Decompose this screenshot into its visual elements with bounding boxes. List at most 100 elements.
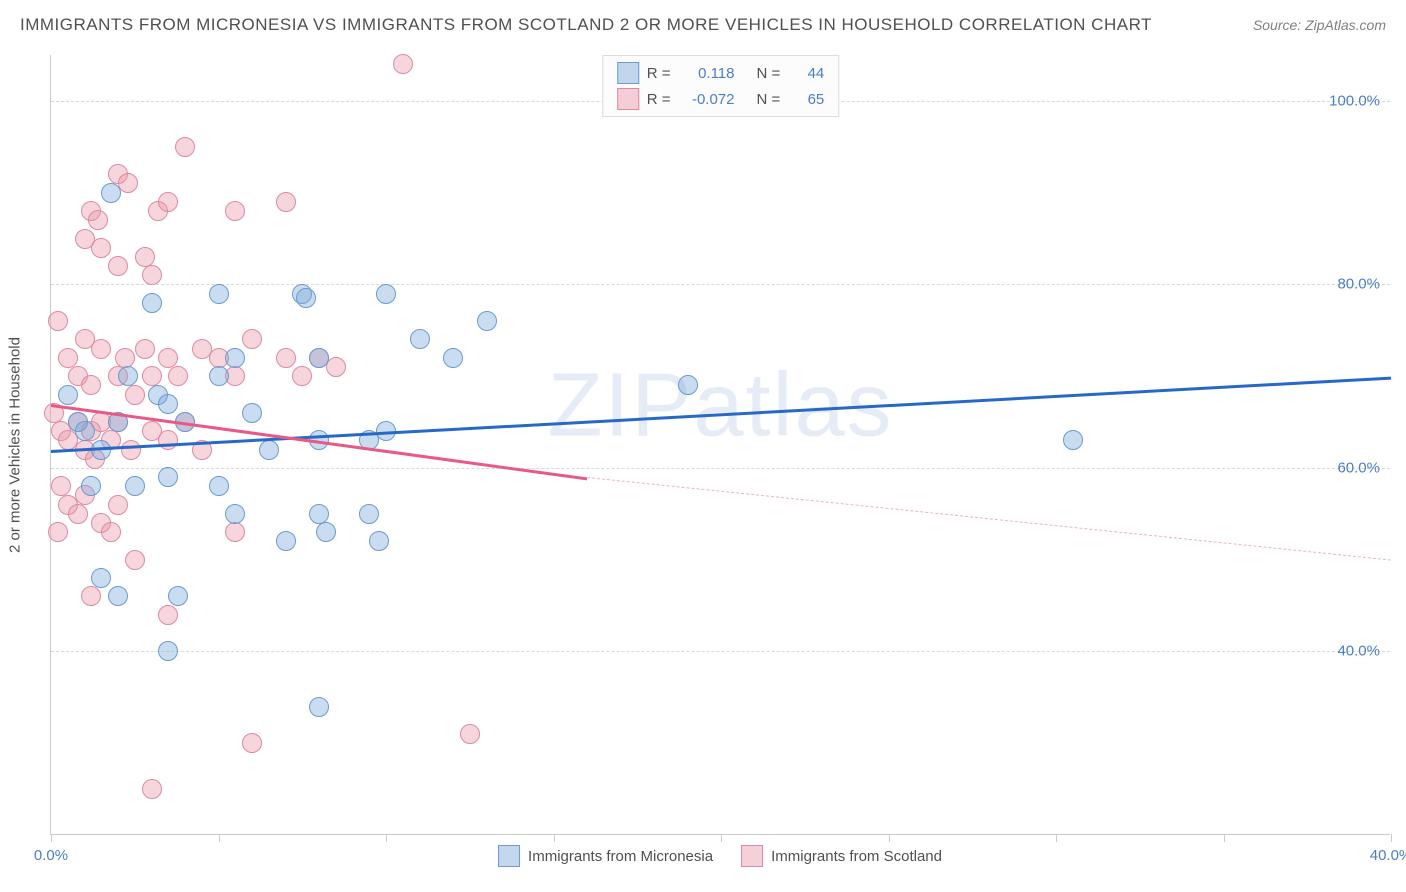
grid-line <box>51 468 1390 469</box>
data-point-micronesia <box>118 366 138 386</box>
x-tick <box>1391 834 1392 842</box>
legend-row-micronesia: R = 0.118 N = 44 <box>617 60 825 86</box>
data-point-scotland <box>460 724 480 744</box>
data-point-micronesia <box>81 476 101 496</box>
data-point-scotland <box>81 586 101 606</box>
y-axis-title: 2 or more Vehicles in Household <box>7 337 24 553</box>
data-point-micronesia <box>296 288 316 308</box>
data-point-micronesia <box>376 284 396 304</box>
grid-line <box>51 651 1390 652</box>
y-tick-label: 80.0% <box>1337 276 1380 293</box>
data-point-scotland <box>158 430 178 450</box>
legend-item-micronesia: Immigrants from Micronesia <box>498 845 713 867</box>
legend-series: Immigrants from Micronesia Immigrants fr… <box>498 845 942 867</box>
data-point-scotland <box>158 605 178 625</box>
data-point-scotland <box>142 265 162 285</box>
data-point-scotland <box>393 54 413 74</box>
data-point-scotland <box>135 247 155 267</box>
legend-swatch-blue <box>617 62 639 84</box>
x-tick-label: 40.0% <box>1370 847 1406 864</box>
data-point-scotland <box>91 238 111 258</box>
data-point-micronesia <box>209 366 229 386</box>
data-point-scotland <box>225 201 245 221</box>
data-point-micronesia <box>309 697 329 717</box>
data-point-micronesia <box>309 348 329 368</box>
data-point-scotland <box>125 550 145 570</box>
data-point-micronesia <box>168 586 188 606</box>
legend-swatch-pink <box>741 845 763 867</box>
legend-swatch-pink <box>617 88 639 110</box>
data-point-scotland <box>175 137 195 157</box>
data-point-scotland <box>108 495 128 515</box>
data-point-micronesia <box>259 440 279 460</box>
data-point-scotland <box>81 375 101 395</box>
y-tick-label: 60.0% <box>1337 459 1380 476</box>
chart-area: 2 or more Vehicles in Household ZIPatlas… <box>50 55 1390 835</box>
data-point-scotland <box>68 504 88 524</box>
data-point-scotland <box>158 348 178 368</box>
data-point-scotland <box>168 366 188 386</box>
x-tick <box>554 834 555 842</box>
chart-header: IMMIGRANTS FROM MICRONESIA VS IMMIGRANTS… <box>0 0 1406 50</box>
data-point-scotland <box>108 256 128 276</box>
x-tick <box>219 834 220 842</box>
data-point-micronesia <box>108 586 128 606</box>
data-point-scotland <box>142 366 162 386</box>
data-point-micronesia <box>75 421 95 441</box>
n-label: N = <box>757 65 781 82</box>
y-tick-label: 100.0% <box>1329 92 1380 109</box>
data-point-micronesia <box>410 329 430 349</box>
data-point-micronesia <box>158 641 178 661</box>
x-tick-label: 0.0% <box>34 847 68 864</box>
scatter-plot: ZIPatlas R = 0.118 N = 44 R = -0.072 N =… <box>50 55 1390 835</box>
data-point-scotland <box>142 779 162 799</box>
data-point-micronesia <box>678 375 698 395</box>
source-attribution: Source: ZipAtlas.com <box>1253 17 1386 33</box>
legend-correlation: R = 0.118 N = 44 R = -0.072 N = 65 <box>602 55 840 117</box>
data-point-micronesia <box>91 568 111 588</box>
x-tick <box>1224 834 1225 842</box>
x-tick <box>51 834 52 842</box>
n-label: N = <box>757 91 781 108</box>
x-tick <box>889 834 890 842</box>
data-point-micronesia <box>276 531 296 551</box>
data-point-scotland <box>115 348 135 368</box>
data-point-scotland <box>242 733 262 753</box>
data-point-micronesia <box>443 348 463 368</box>
x-tick <box>721 834 722 842</box>
data-point-scotland <box>158 192 178 212</box>
n-value: 65 <box>794 91 824 108</box>
r-label: R = <box>647 65 671 82</box>
legend-row-scotland: R = -0.072 N = 65 <box>617 86 825 112</box>
data-point-scotland <box>135 339 155 359</box>
data-point-micronesia <box>359 504 379 524</box>
r-value: 0.118 <box>685 65 735 82</box>
x-tick <box>1056 834 1057 842</box>
n-value: 44 <box>794 65 824 82</box>
data-point-micronesia <box>316 522 336 542</box>
data-point-scotland <box>225 522 245 542</box>
x-tick <box>386 834 387 842</box>
data-point-micronesia <box>58 385 78 405</box>
trend-line-scotland-extrapolated <box>587 477 1391 561</box>
data-point-micronesia <box>309 504 329 524</box>
data-point-scotland <box>292 366 312 386</box>
data-point-scotland <box>88 210 108 230</box>
legend-label: Immigrants from Scotland <box>771 848 942 865</box>
data-point-micronesia <box>369 531 389 551</box>
data-point-micronesia <box>142 293 162 313</box>
r-label: R = <box>647 91 671 108</box>
data-point-micronesia <box>225 504 245 524</box>
data-point-micronesia <box>209 284 229 304</box>
data-point-scotland <box>101 522 121 542</box>
data-point-scotland <box>51 476 71 496</box>
data-point-scotland <box>276 192 296 212</box>
data-point-scotland <box>91 339 111 359</box>
data-point-micronesia <box>125 476 145 496</box>
data-point-micronesia <box>1063 430 1083 450</box>
legend-item-scotland: Immigrants from Scotland <box>741 845 942 867</box>
data-point-micronesia <box>158 467 178 487</box>
legend-swatch-blue <box>498 845 520 867</box>
data-point-micronesia <box>158 394 178 414</box>
data-point-scotland <box>125 385 145 405</box>
